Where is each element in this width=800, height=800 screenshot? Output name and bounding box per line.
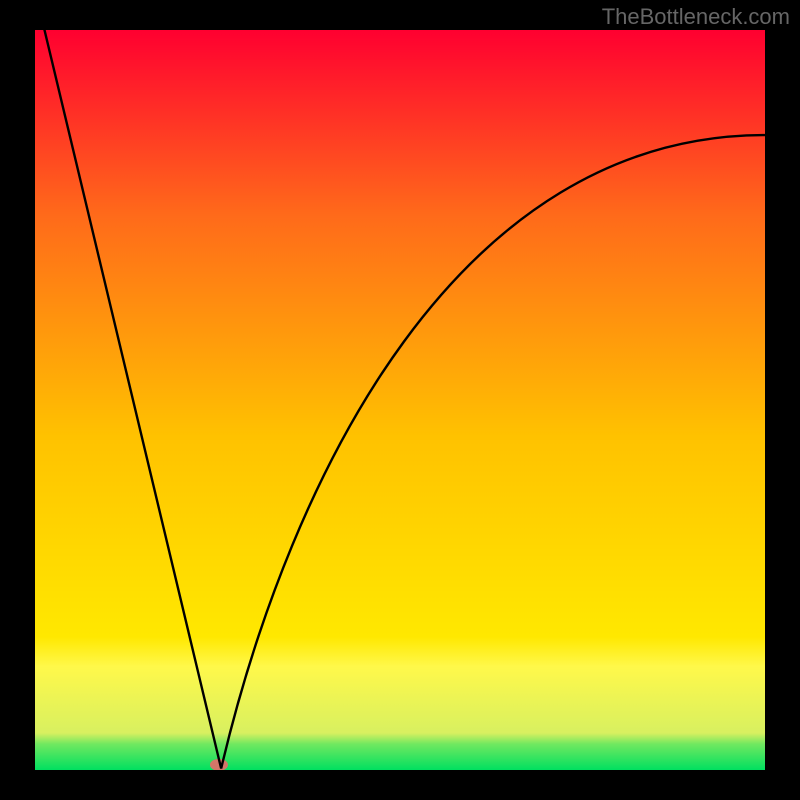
bottleneck-chart [0,0,800,800]
gradient-background [35,30,765,770]
chart-viewport: { "watermark": { "text": "TheBottleneck.… [0,0,800,800]
